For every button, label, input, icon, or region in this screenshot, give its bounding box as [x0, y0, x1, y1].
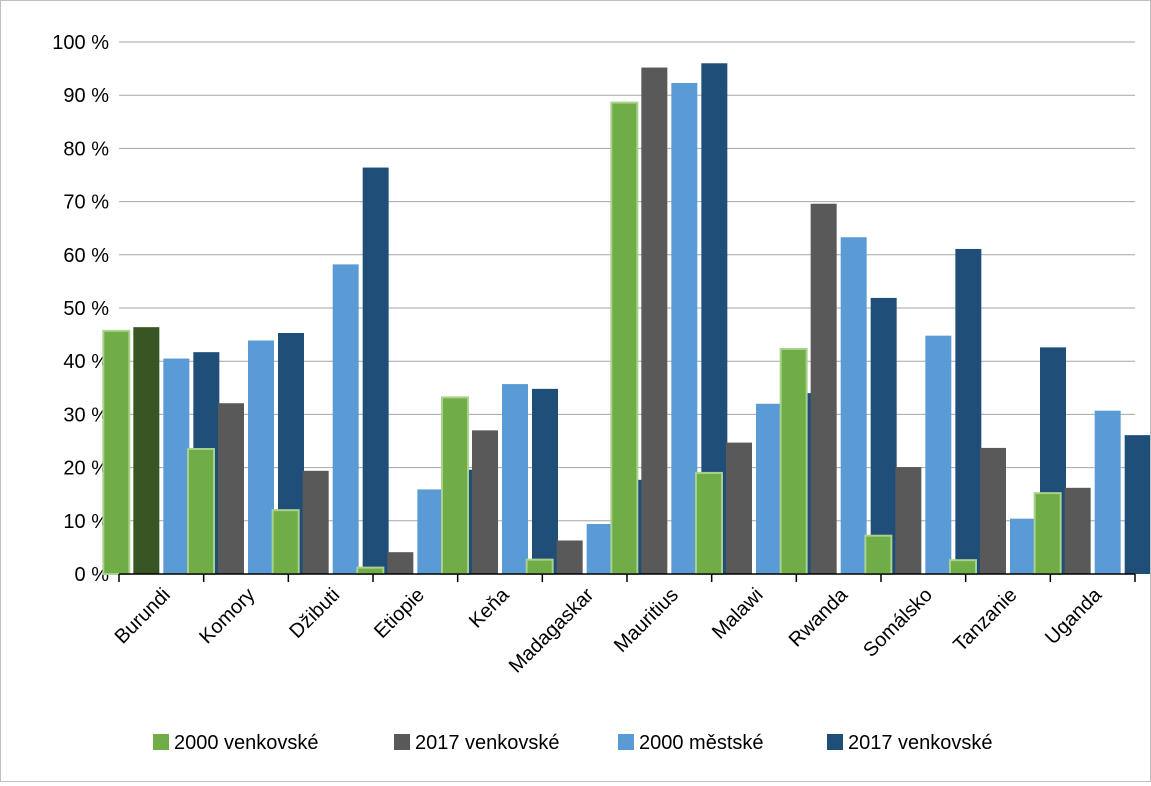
legend: 2000 venkovské 2017 venkovské 2000 městské… — [153, 732, 993, 754]
bar — [387, 552, 414, 574]
x-tick-label: Keňa — [465, 583, 514, 632]
bar — [1094, 410, 1121, 574]
bar — [218, 403, 244, 574]
x-tick-label: Rwanda — [785, 583, 853, 651]
x-tick-label: Malawi — [708, 584, 768, 644]
bar — [525, 558, 554, 575]
y-tick-label: 20 % — [63, 458, 109, 480]
bar — [332, 264, 359, 574]
bar — [556, 540, 583, 574]
bar — [864, 534, 893, 575]
x-tick-label: Komory — [195, 584, 259, 648]
bar — [248, 340, 274, 574]
bars — [102, 63, 1151, 576]
bar — [441, 396, 469, 575]
y-tick-label: 90 % — [63, 85, 109, 107]
bar — [1064, 487, 1091, 574]
bar — [302, 470, 329, 574]
y-tick-label: 60 % — [63, 245, 109, 267]
bar — [810, 203, 837, 574]
legend-swatch — [827, 734, 843, 750]
bar — [532, 388, 558, 574]
bar — [870, 297, 897, 574]
bar — [1124, 435, 1151, 574]
bar — [840, 237, 867, 574]
legend-label: 2000 venkovské — [174, 732, 319, 754]
y-tick-label: 50 % — [63, 298, 109, 320]
bar — [362, 167, 389, 574]
bar — [187, 447, 215, 576]
legend-label: 2017 venkovské — [848, 732, 993, 754]
bar — [955, 248, 982, 574]
bar — [163, 358, 190, 574]
x-tick-label: Džibuti — [285, 584, 344, 643]
bar — [271, 509, 300, 576]
bar — [1033, 492, 1062, 575]
bar — [779, 347, 808, 575]
y-tick-label: 30 % — [63, 404, 109, 426]
bar — [102, 329, 131, 575]
bar — [949, 559, 977, 576]
bar — [925, 335, 952, 574]
x-tick-label: Etiopie — [370, 584, 429, 643]
bar — [980, 447, 1006, 574]
y-axis-ticks: 0 % 10 % 20 % 30 % 40 % 50 % 60 % 70 % 80 % 90 % 1… — [52, 32, 109, 586]
y-tick-label: 0 % — [75, 564, 110, 586]
bar — [502, 384, 528, 574]
y-tick-label: 40 % — [63, 351, 109, 373]
legend-label: 2000 městské — [639, 732, 764, 754]
legend-swatch — [394, 734, 410, 750]
bar — [726, 442, 752, 574]
bar — [671, 82, 698, 575]
x-axis-labels: Burundi Komory Džibuti Etiopie KeňaMadagaska… — [111, 583, 1107, 677]
bar — [133, 327, 160, 574]
x-tick-label: Tanzanie — [949, 584, 1021, 656]
y-tick-label: 70 % — [63, 192, 109, 214]
x-tick-label: Somálsko — [859, 584, 937, 662]
x-tick-label: Mauritius — [610, 584, 683, 657]
bar — [586, 523, 613, 574]
bar — [895, 467, 922, 574]
bar — [610, 101, 639, 575]
y-tick-label: 80 % — [63, 138, 109, 160]
y-tick-label: 10 % — [63, 511, 109, 533]
bar — [641, 67, 668, 574]
x-tick-label: Uganda — [1041, 583, 1107, 649]
legend-swatch — [153, 734, 169, 750]
legend-label: 2017 venkovské — [415, 732, 560, 754]
y-tick-label: 100 % — [52, 32, 109, 54]
x-tick-label: Madagaskar — [505, 584, 599, 678]
x-axis — [118, 573, 1136, 582]
bar — [417, 489, 444, 574]
legend-swatch — [618, 734, 634, 750]
bar — [1010, 518, 1036, 574]
bar — [356, 566, 385, 576]
bar — [472, 430, 498, 574]
x-tick-label: Burundi — [111, 584, 175, 648]
bar — [756, 403, 782, 574]
bar — [695, 471, 723, 576]
